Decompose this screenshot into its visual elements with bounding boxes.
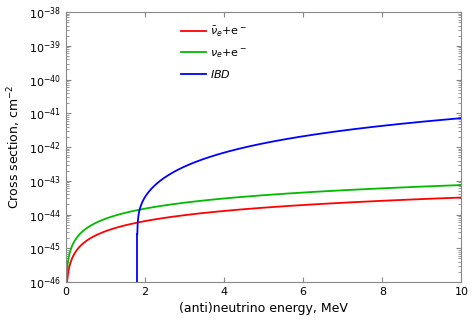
$\bar{\nu}_e$+e$^-$: [83, 239, 89, 243]
$\nu_e$+e$^-$: [314, 190, 320, 194]
$\it{IBD}$: [183, 164, 189, 168]
$\it{IBD}$: [346, 128, 351, 132]
$\it{IBD}$: [459, 116, 465, 120]
$\bar{\nu}_e$+e$^-$: [314, 202, 320, 206]
$\bar{\nu}_e$+e$^-$: [63, 307, 69, 311]
X-axis label: (anti)neutrino energy, MeV: (anti)neutrino energy, MeV: [179, 302, 348, 316]
$\nu_e$+e$^-$: [83, 227, 89, 231]
$\nu_e$+e$^-$: [206, 198, 212, 202]
$\it{IBD}$: [394, 122, 400, 126]
$\nu_e$+e$^-$: [377, 187, 383, 190]
$\bar{\nu}_e$+e$^-$: [459, 195, 465, 199]
$\nu_e$+e$^-$: [356, 187, 362, 191]
$\it{IBD}$: [135, 232, 140, 236]
Line: $\bar{\nu}_e$+e$^-$: $\bar{\nu}_e$+e$^-$: [66, 197, 462, 309]
Y-axis label: Cross section, cm$^{-2}$: Cross section, cm$^{-2}$: [6, 85, 23, 209]
$\bar{\nu}_e$+e$^-$: [206, 211, 212, 214]
$\it{IBD}$: [367, 125, 373, 129]
$\bar{\nu}_e$+e$^-$: [377, 199, 383, 203]
$\bar{\nu}_e$+e$^-$: [356, 200, 362, 204]
Legend: $\bar{\nu}_e$+e$^-$, $\nu_e$+e$^-$, $\it{IBD}$: $\bar{\nu}_e$+e$^-$, $\nu_e$+e$^-$, $\it…: [177, 20, 251, 85]
$\bar{\nu}_e$+e$^-$: [297, 203, 303, 207]
$\it{IBD}$: [366, 126, 372, 129]
$\nu_e$+e$^-$: [459, 183, 465, 187]
$\nu_e$+e$^-$: [297, 191, 303, 195]
Line: $\it{IBD}$: $\it{IBD}$: [137, 118, 462, 234]
$\it{IBD}$: [244, 145, 249, 149]
$\nu_e$+e$^-$: [63, 294, 69, 298]
Line: $\nu_e$+e$^-$: $\nu_e$+e$^-$: [66, 185, 462, 296]
